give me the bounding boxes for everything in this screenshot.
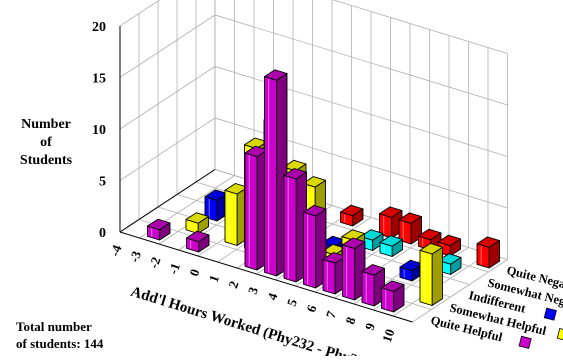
bar-top-face [264,69,288,81]
bar-front-face [419,249,433,306]
y-tick-label: 10 [92,123,106,138]
x-tick-label: 6 [303,302,319,314]
bar-top-face [476,236,500,248]
y-axis-title: Number of Students [8,116,84,170]
y-tick-label: 15 [92,72,106,87]
y-axis-title-line: Number [21,117,71,132]
bar-top-face [342,237,366,249]
y-tick-label: 0 [99,226,106,241]
bar-top-face [379,235,403,247]
bar-front-face [476,243,490,269]
total-annotation: Total number of students: 144 [16,318,103,352]
bar-top-face [418,228,442,241]
bar-top-face [186,230,210,243]
bar-top-face [340,204,364,217]
y-tick-label: 5 [99,175,106,190]
x-tick-label: -1 [165,261,183,276]
bar-top-face [419,243,443,255]
x-tick-label: 5 [284,296,300,308]
bar-front-face [381,287,395,313]
bar [340,204,364,227]
x-tick-label: -4 [107,242,125,258]
bar-top-face [341,229,365,241]
x-tick-label: 2 [225,279,241,290]
legend-swatch [556,328,563,342]
x-tick-label: 9 [362,320,378,332]
bar [379,235,403,257]
x-tick-label: 1 [206,273,222,284]
bar-front-face [224,189,238,246]
bar-front-face [244,152,258,271]
bar [399,259,423,282]
bar-top-face [303,204,327,217]
x-tick-label: -3 [126,248,144,264]
x-axis-line [119,231,413,323]
total-annotation-line: Total number [16,319,92,334]
bar-top-face [381,280,405,292]
legend-swatch [518,335,532,349]
y-axis-title-line: of [40,135,52,150]
bar-front-face [322,258,336,295]
legend-swatch [543,307,557,321]
horizontal-gridline [119,0,508,54]
bar-top-face [438,253,462,265]
x-tick-label: 3 [245,284,261,296]
x-tick-label: -2 [146,255,164,270]
x-tick-label: 7 [323,308,339,320]
bar-top-face [437,234,461,247]
bar-top-face [360,229,384,241]
bar [147,218,171,241]
bar [186,230,210,253]
x-tick-label: 4 [264,290,280,302]
bar [244,145,268,271]
bar-front-face [303,211,317,289]
x-tick-label: 8 [342,314,358,326]
bar-top-face [361,264,385,276]
bar-top-face [302,176,326,188]
bar-top-face [379,206,403,218]
x-tick-label: 0 [186,267,202,278]
bar [381,280,405,313]
y-tick-label: 20 [92,20,106,35]
bar-layer [147,69,500,313]
bar-side-face [431,246,443,306]
bar-front-face [342,244,356,301]
bar-front-face [264,76,278,277]
bar [419,243,443,306]
depth-axis-line [119,169,216,233]
total-annotation-line: of students: 144 [16,336,104,351]
bar-front-face [283,174,297,283]
y-axis-title-line: Students [19,153,73,168]
bar [185,212,209,234]
bar-top-face [283,159,307,172]
x-tick-label: 10 [379,327,398,344]
bar-top-face [185,212,209,224]
floor-gridline [412,259,508,323]
bar-top-face [283,168,307,180]
bar-front-face [361,270,375,307]
bar [476,236,500,269]
bar-top-face [147,218,171,231]
bar [361,264,385,307]
bar-top-face [398,212,422,224]
